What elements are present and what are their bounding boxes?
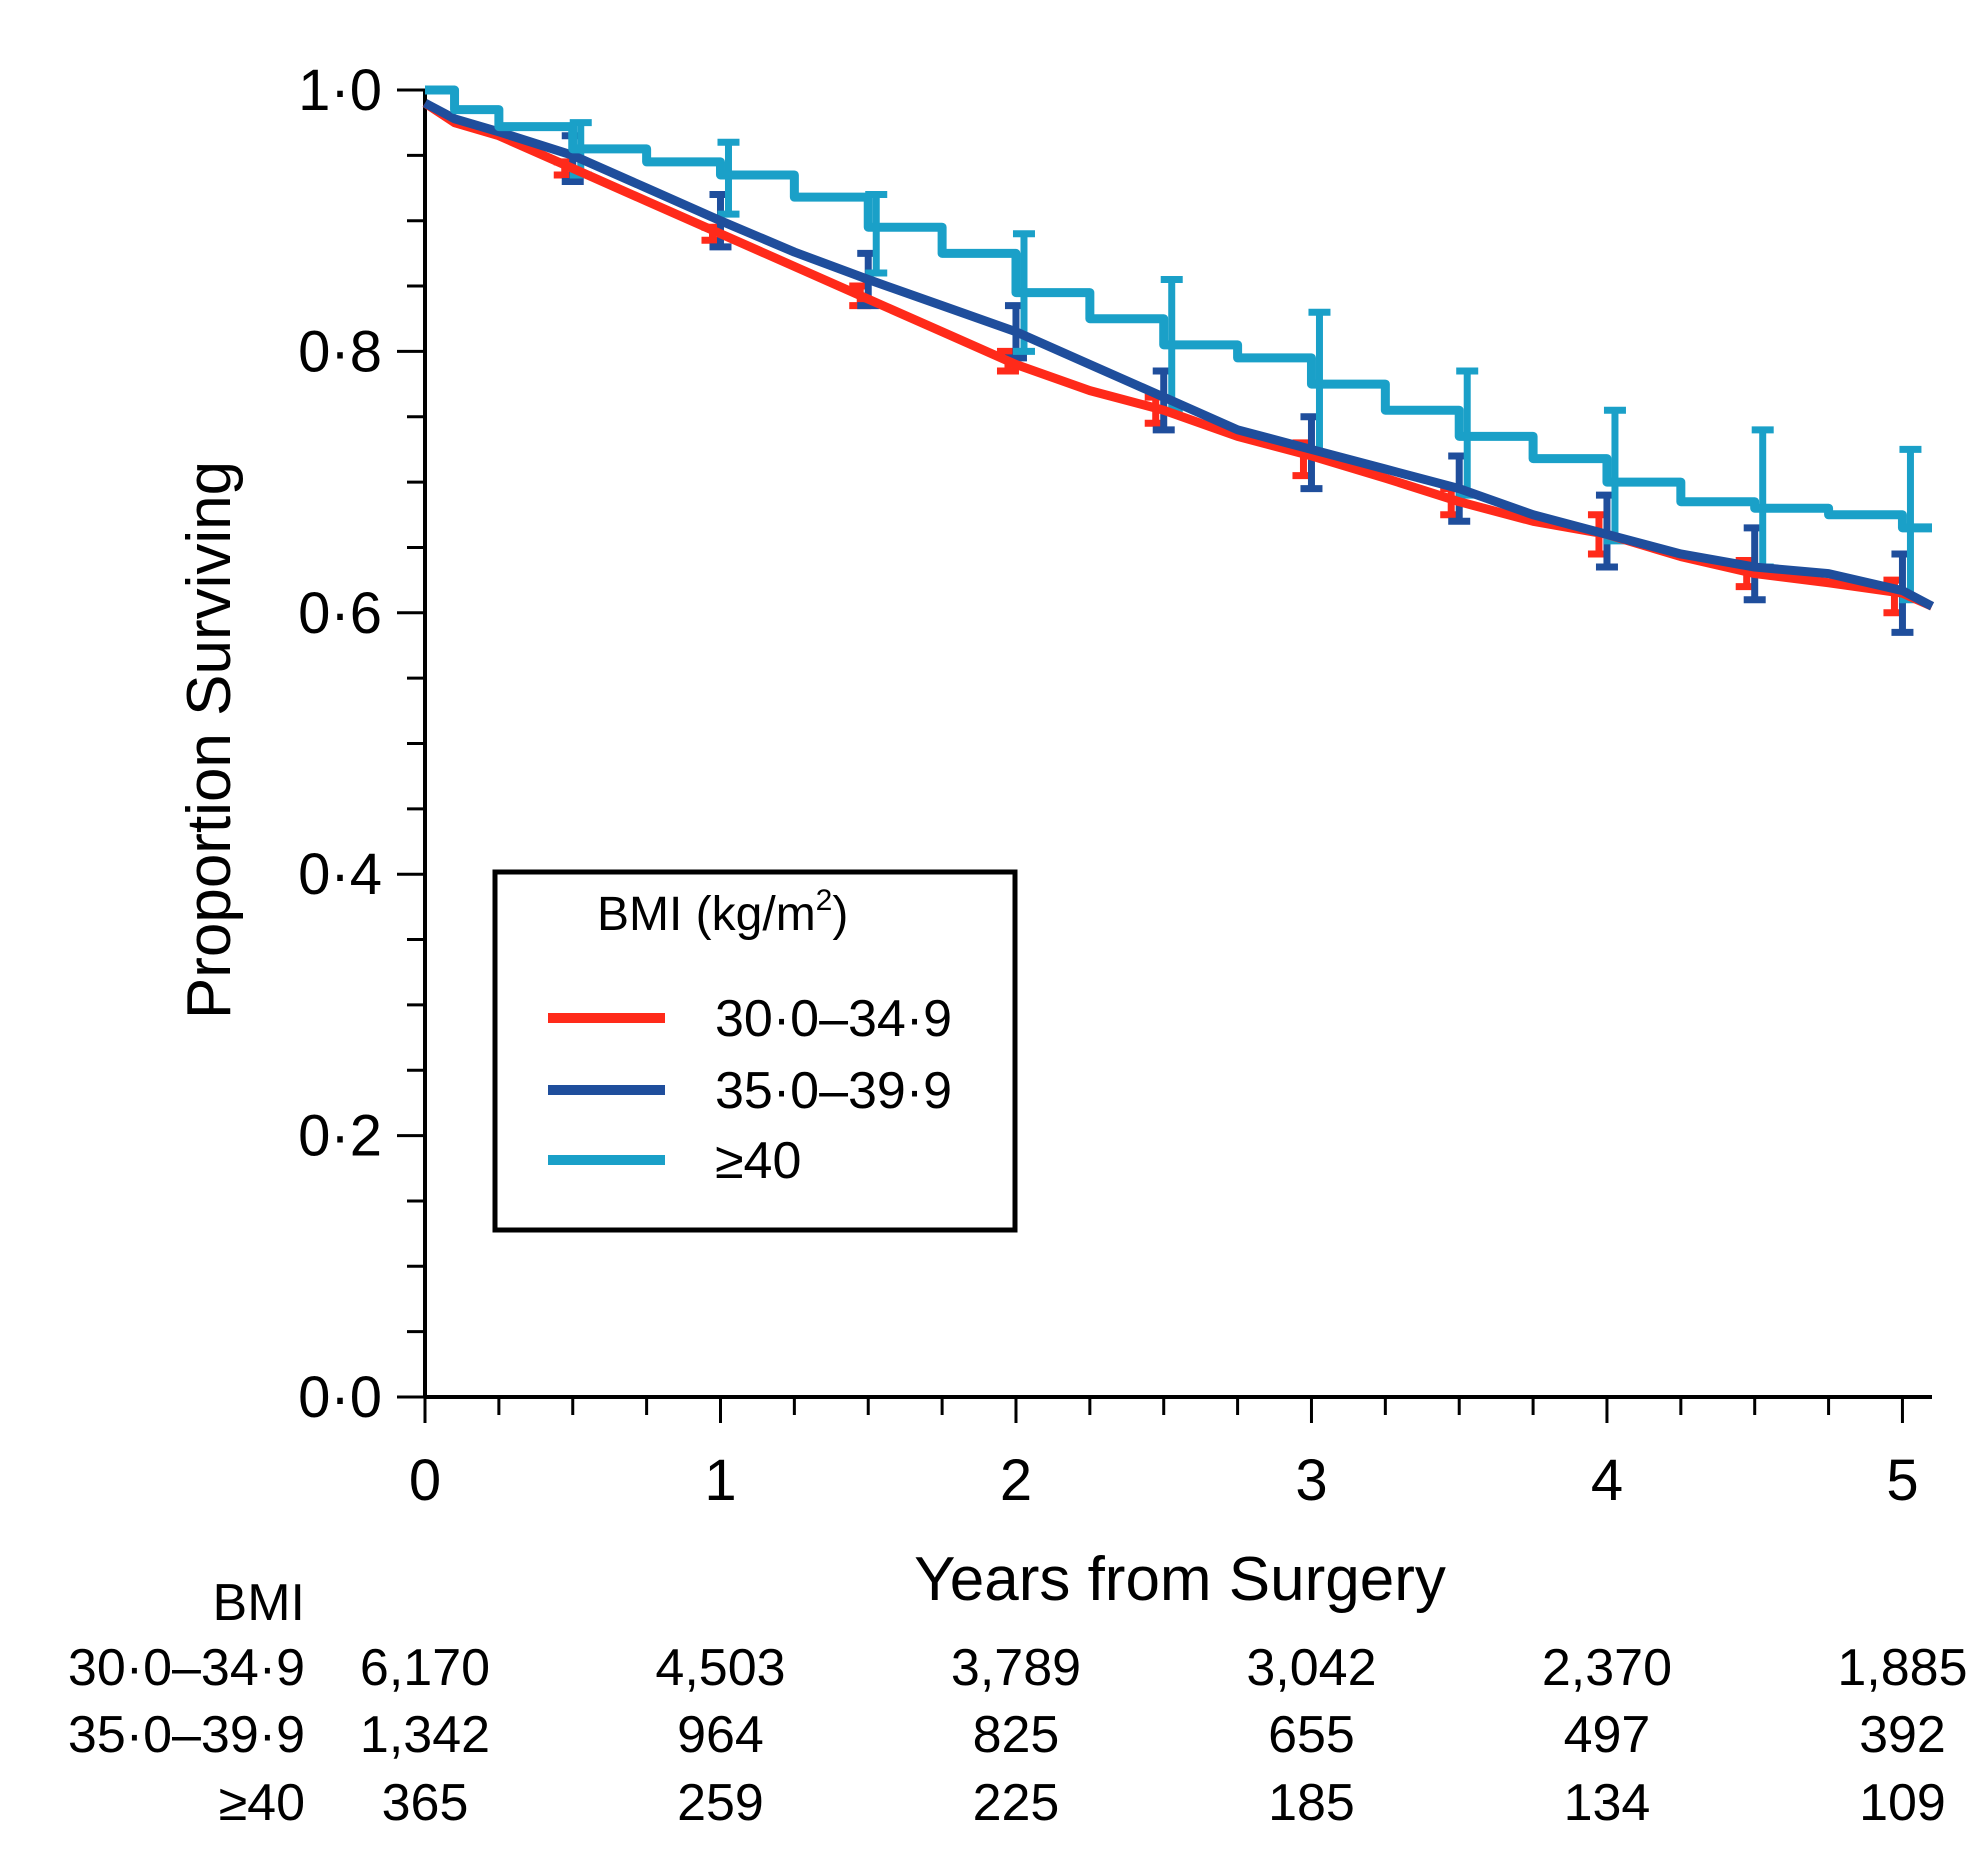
legend-label: ≥40	[715, 1132, 801, 1190]
y-tick-label: 0·8	[298, 319, 382, 384]
legend-box	[492, 869, 1018, 1233]
y-tick-label: 0·0	[298, 1365, 382, 1430]
at-risk-table: BMI 30·0–34·9 6,170 4,503 3,789 3,042 2,370 1,…	[68, 1574, 1968, 1832]
x-tick-label: 1	[704, 1448, 736, 1513]
y-tick-label: 0·6	[298, 581, 382, 646]
at-risk-row-label: 35·0–39·9	[68, 1706, 305, 1764]
x-axis-title: Years from Surgery	[914, 1545, 1446, 1614]
x-tick-label: 4	[1591, 1448, 1623, 1513]
legend-title: BMI (kg/m2)	[597, 884, 848, 941]
x-tick-label: 3	[1295, 1448, 1327, 1513]
at-risk-value: 1,885	[1837, 1639, 1967, 1697]
at-risk-row-label: 30·0–34·9	[68, 1639, 305, 1697]
legend-title-sup: 2	[816, 884, 833, 917]
at-risk-value: 185	[1268, 1774, 1355, 1832]
at-risk-value: 134	[1564, 1774, 1651, 1832]
x-tick-label: 0	[409, 1448, 441, 1513]
at-risk-value: 497	[1564, 1706, 1651, 1764]
at-risk-value: 655	[1268, 1706, 1355, 1764]
at-risk-value: 109	[1859, 1774, 1946, 1832]
legend-item: ≥40	[548, 1132, 801, 1190]
at-risk-header: BMI	[213, 1574, 305, 1632]
at-risk-value: 3,789	[951, 1639, 1081, 1697]
at-risk-value: 4,503	[655, 1639, 785, 1697]
y-tick-label: 1·0	[298, 58, 382, 123]
at-risk-value: 1,342	[360, 1706, 490, 1764]
legend-item: 30·0–34·9	[548, 990, 952, 1048]
at-risk-value: 964	[677, 1706, 764, 1764]
x-tick-label: 5	[1886, 1448, 1918, 1513]
legend: BMI (kg/m2) 30·0–34·9 35·0–39·9 ≥40	[492, 869, 1018, 1233]
y-axis-title: Proportion Surviving	[175, 461, 244, 1019]
tick-labels: 0·0 0·2 0·4 0·6 0·8 1·0 0 1 2 3 4 5	[298, 58, 1918, 1513]
at-risk-value: 365	[382, 1774, 469, 1832]
legend-label: 30·0–34·9	[715, 990, 952, 1048]
axes	[397, 88, 1932, 1423]
legend-title-close: )	[832, 888, 848, 941]
at-risk-value: 225	[973, 1774, 1060, 1832]
legend-title-main: BMI (kg/m	[597, 888, 816, 941]
y-tick-label: 0·4	[298, 842, 382, 907]
at-risk-value: 3,042	[1246, 1639, 1376, 1697]
legend-items: 30·0–34·9 35·0–39·9 ≥40	[548, 990, 952, 1190]
legend-item: 35·0–39·9	[548, 1062, 952, 1120]
series-line	[422, 99, 1935, 611]
series-line	[425, 85, 1932, 533]
at-risk-value: 6,170	[360, 1639, 490, 1697]
at-risk-value: 259	[677, 1774, 764, 1832]
legend-label: 35·0–39·9	[715, 1062, 952, 1120]
at-risk-value: 2,370	[1542, 1639, 1672, 1697]
at-risk-value: 825	[973, 1706, 1060, 1764]
x-tick-label: 2	[1000, 1448, 1032, 1513]
y-tick-label: 0·2	[298, 1104, 382, 1169]
series-line	[422, 99, 1934, 611]
series-lines	[422, 85, 1935, 611]
at-risk-row-label: ≥40	[219, 1774, 305, 1832]
at-risk-value: 392	[1859, 1706, 1946, 1764]
